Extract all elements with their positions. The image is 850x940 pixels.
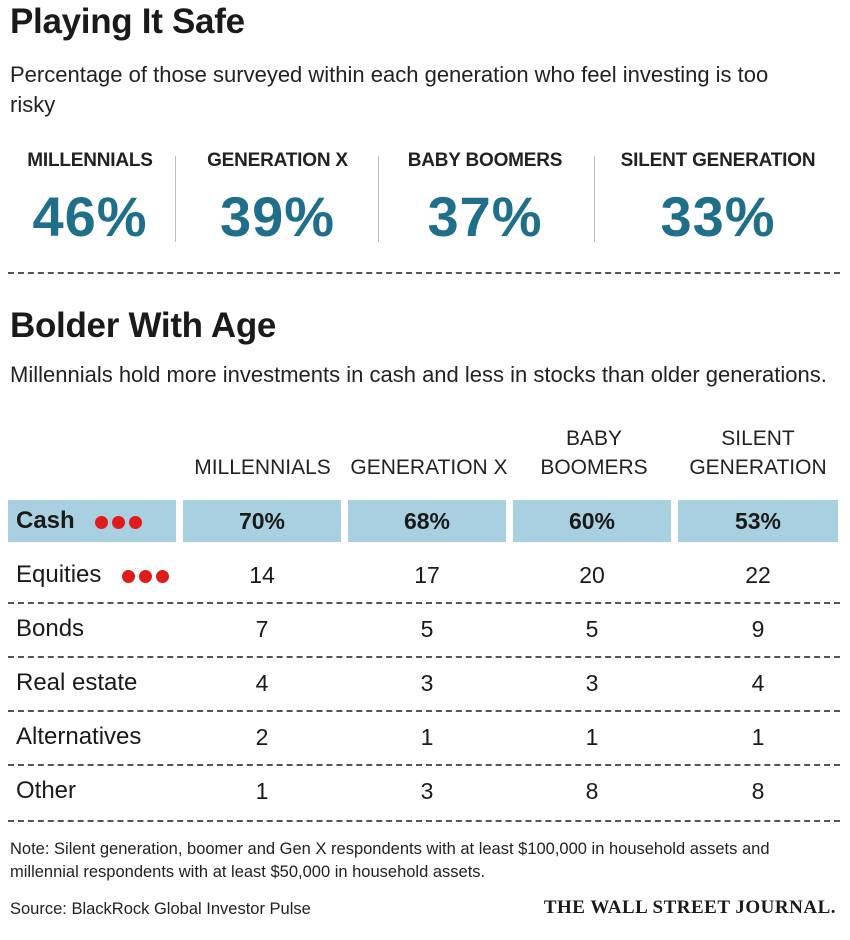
section2-subtitle: Millennials hold more investments in cas… — [10, 362, 827, 387]
table-row-label: Other — [16, 777, 77, 804]
table-cell: 20 — [579, 562, 605, 588]
column-header-baby-boomers: BABY BOOMERS — [513, 424, 675, 482]
table-cell: 22 — [745, 562, 771, 588]
cash-row-highlight — [8, 500, 176, 542]
table-cell: 9 — [751, 616, 765, 642]
red-dots-icon — [95, 501, 146, 543]
table-cell: 3 — [585, 670, 599, 696]
column-header-millennials: MILLENNIALS — [180, 424, 345, 482]
stat-value: 33% — [660, 185, 776, 248]
stat-baby-boomers: BABY BOOMERS 37% — [380, 146, 590, 248]
column-header-line1: SILENT — [721, 427, 795, 450]
column-header-line2: BOOMERS — [540, 456, 648, 479]
section-divider — [8, 272, 840, 274]
table-cell: 1 — [420, 724, 434, 750]
cash-row-highlight — [348, 500, 506, 542]
footnote: Note: Silent generation, boomer and Gen … — [10, 840, 770, 881]
column-header-line2: MILLENNIALS — [194, 456, 331, 479]
divider — [175, 156, 176, 242]
row-divider — [8, 820, 840, 822]
table-cell: 1 — [585, 724, 599, 750]
column-header-generation-x: GENERATION X — [345, 424, 513, 482]
stat-label: MILLENNIALS — [27, 150, 153, 171]
table-cell: 4 — [751, 670, 765, 696]
table-row-label: Alternatives — [16, 723, 142, 750]
table-row-label: Cash — [16, 500, 146, 542]
table-cell: 3 — [420, 778, 434, 804]
table-cell: 60% — [568, 508, 616, 534]
cash-row-highlight — [513, 500, 671, 542]
table-cell: 1 — [255, 778, 269, 804]
stat-generation-x: GENERATION X 39% — [180, 146, 375, 248]
table-cell: 2 — [255, 724, 269, 750]
table-cell: 8 — [751, 778, 765, 804]
table-cell: 17 — [414, 562, 440, 588]
section2-title: Bolder With Age — [10, 306, 277, 345]
row-label-text: Cash — [16, 507, 75, 534]
table-cell: 5 — [420, 616, 434, 642]
row-divider — [8, 710, 840, 712]
stat-label: GENERATION X — [207, 150, 348, 171]
table-cell: 7 — [255, 616, 269, 642]
column-header-line1: BABY — [565, 427, 623, 450]
table-cell: 4 — [255, 670, 269, 696]
column-header-line1 — [345, 424, 513, 453]
stat-value: 46% — [32, 185, 148, 248]
table-cell: 1 — [751, 724, 765, 750]
publisher-logo: THE WALL STREET JOURNAL. — [543, 897, 836, 918]
table-cell: 5 — [585, 616, 599, 642]
generation-stats: MILLENNIALS 46% GENERATION X 39% BABY BO… — [0, 146, 850, 248]
cash-row-highlight — [678, 500, 838, 542]
table-row-label: Equities — [16, 554, 173, 596]
row-label-text: Equities — [16, 561, 102, 588]
stat-value: 39% — [219, 185, 336, 248]
column-header-silent-generation: SILENT GENERATION — [678, 424, 838, 482]
cash-row-highlight — [183, 500, 341, 542]
section1-subtitle: Percentage of those surveyed within each… — [10, 62, 769, 117]
stat-millennials: MILLENNIALS 46% — [0, 146, 180, 248]
table-cell: 70% — [238, 508, 286, 534]
table-row-label: Bonds — [16, 615, 85, 642]
column-header-line2: GENERATION — [689, 456, 827, 479]
stat-value: 37% — [427, 185, 543, 248]
red-dots-icon — [122, 555, 173, 597]
table-cell: 8 — [585, 778, 599, 804]
table-cell: 68% — [403, 508, 451, 534]
stat-label: BABY BOOMERS — [407, 150, 563, 171]
row-divider — [8, 764, 840, 766]
table-row-label: Real estate — [16, 669, 138, 696]
column-header-line1 — [180, 424, 345, 453]
stat-silent-generation: SILENT GENERATION 33% — [596, 146, 840, 248]
row-divider — [8, 602, 840, 604]
row-divider — [8, 656, 840, 658]
table-cell: 53% — [734, 508, 782, 534]
divider — [594, 156, 595, 242]
divider — [378, 156, 379, 242]
section1-title: Playing It Safe — [10, 2, 245, 41]
column-header-line2: GENERATION X — [350, 456, 508, 479]
source-credit: Source: BlackRock Global Investor Pulse — [10, 900, 311, 918]
table-cell: 3 — [420, 670, 434, 696]
table-cell: 14 — [249, 562, 275, 588]
stat-label: SILENT GENERATION — [620, 150, 816, 171]
